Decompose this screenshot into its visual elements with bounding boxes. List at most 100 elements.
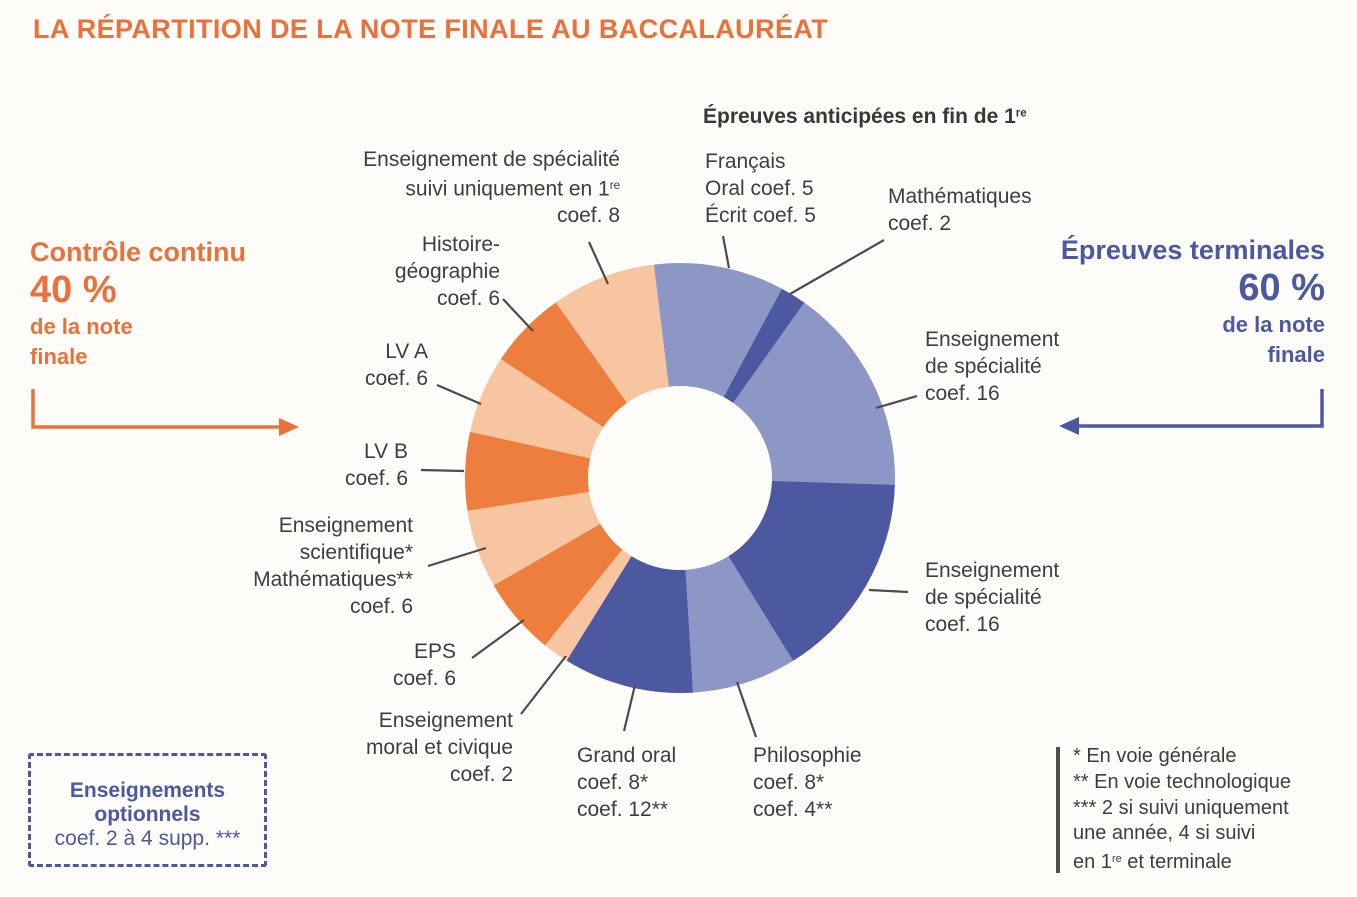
- donut-segment-lv-a: [470, 359, 604, 459]
- callout-line: coef. 2: [449, 763, 513, 786]
- callout-line: Grand oral: [577, 744, 677, 767]
- donut-segment-lv-b: [464, 431, 591, 511]
- footnote-line: *** 2 si suivi uniquement: [1073, 796, 1289, 819]
- final-exams-sub1: de la note: [1222, 312, 1325, 337]
- optional-courses-box: Enseignements optionnels coef. 2 à 4 sup…: [28, 753, 267, 867]
- final-exams-percent: 60 %: [1238, 267, 1325, 309]
- donut-segment-francais: [653, 262, 782, 397]
- callout-line: coef. 8: [556, 204, 620, 228]
- callout-line: Mathématiques: [888, 185, 1032, 208]
- optional-courses-line2: optionnels: [94, 803, 201, 826]
- callout-line: Oral coef. 5: [705, 177, 814, 200]
- donut-segment-enseignement-scientifique: [467, 492, 601, 586]
- footnote-line: en 1re et terminale: [1073, 851, 1232, 874]
- continuous-assessment-percent: 40 %: [30, 269, 117, 311]
- donut-segment-specialite-2: [728, 480, 895, 661]
- leader-line-lv-a: [436, 383, 482, 406]
- leader-line-philosophie: [735, 681, 758, 738]
- callout-lv-b: LV B coef. 6: [345, 438, 408, 492]
- callout-line: de spécialité: [925, 355, 1042, 378]
- callout-specialite-1: Enseignement de spécialité coef. 16: [925, 326, 1059, 407]
- callout-line: coef. 12**: [577, 798, 669, 821]
- callout-specialite-2: Enseignement de spécialité coef. 16: [925, 557, 1059, 638]
- callout-line: coef. 6: [436, 287, 500, 310]
- callout-line: Enseignement: [925, 559, 1060, 582]
- callout-line: Enseignement: [925, 328, 1060, 351]
- callout-francais: Français Oral coef. 5 Écrit coef. 5: [705, 148, 816, 229]
- callout-line: Enseignement de spécialité: [363, 148, 620, 171]
- callout-line: coef. 6: [344, 467, 408, 490]
- donut-segment-grand-oral: [566, 556, 694, 694]
- callout-line: Enseignement: [378, 709, 513, 732]
- callout-line: LV A: [385, 340, 428, 363]
- final-exams-arrowhead-icon: [1059, 417, 1079, 435]
- callout-line: Écrit coef. 5: [705, 204, 816, 227]
- footnotes: * En voie générale ** En voie technologi…: [1056, 744, 1291, 876]
- leader-line-eps: [471, 619, 525, 659]
- footnote-line: * En voie générale: [1073, 745, 1237, 767]
- callout-line: Français: [705, 150, 786, 173]
- final-exams-summary: Épreuves terminales 60 % de la note fina…: [1061, 234, 1325, 370]
- leader-line-specialite-2: [868, 588, 909, 594]
- leader-line-francais: [721, 235, 731, 269]
- continuous-assessment-sub2: finale: [30, 344, 88, 369]
- callout-line: coef. 6: [392, 667, 456, 690]
- donut-segment-eps: [493, 523, 623, 646]
- callout-line: moral et civique: [365, 736, 513, 759]
- leader-line-emc: [520, 655, 567, 715]
- leader-line-specialite-1: [875, 394, 918, 410]
- callout-lv-a: LV A coef. 6: [365, 338, 428, 392]
- callout-line: géographie: [394, 260, 500, 283]
- callout-grand-oral: Grand oral coef. 8* coef. 12**: [577, 742, 676, 823]
- continuous-assessment-heading: Contrôle continu: [30, 237, 246, 267]
- callout-line: Mathématiques**: [253, 568, 413, 591]
- callout-line: LV B: [364, 440, 408, 463]
- callout-philosophie: Philosophie coef. 8* coef. 4**: [753, 742, 862, 823]
- callout-specialite-premiere: Enseignement de spécialité suivi uniqueme…: [363, 146, 620, 229]
- callout-line: coef. 6: [364, 367, 428, 390]
- leader-line-specialite-premiere: [587, 241, 610, 285]
- final-exams-sub2: finale: [1267, 342, 1325, 367]
- callout-line: de spécialité: [925, 586, 1042, 609]
- footnote-bar: [1056, 747, 1060, 873]
- callout-line: coef. 2: [888, 212, 952, 235]
- donut-segment-emc: [545, 549, 632, 661]
- donut-segment-philosophie: [685, 556, 793, 693]
- donut-segment-specialite-premiere: [555, 264, 669, 403]
- callout-emc: Enseignement moral et civique coef. 2: [366, 707, 513, 788]
- footnote-line: une année, 4 si suivi: [1073, 822, 1256, 845]
- callout-line: coef. 8*: [577, 771, 649, 794]
- donut-segment-histoire-geographie: [500, 302, 627, 428]
- callout-line: EPS: [413, 640, 456, 663]
- callout-line: Philosophie: [753, 744, 862, 767]
- callout-line: scientifique*: [299, 541, 413, 564]
- callout-enseignement-scientifique: Enseignement scientifique* Mathématiques**…: [253, 512, 413, 620]
- footnote-line: ** En voie technologique: [1073, 770, 1291, 793]
- leader-line-lv-b: [420, 468, 465, 473]
- optional-courses-line3: coef. 2 à 4 supp. ***: [54, 827, 241, 850]
- callout-line: coef. 4**: [753, 798, 833, 821]
- optional-courses-line1: Enseignements: [69, 779, 226, 802]
- final-exams-heading: Épreuves terminales: [1060, 235, 1325, 265]
- anticipated-exams-header: Épreuves anticipées en fin de 1re: [703, 105, 1027, 128]
- donut-segment-mathematiques: [723, 288, 805, 403]
- callout-line: suivi uniquement en 1re: [405, 177, 620, 201]
- callout-line: Enseignement: [278, 514, 413, 537]
- continuous-assessment-sub1: de la note: [30, 314, 133, 339]
- callout-eps: EPS coef. 6: [393, 638, 456, 692]
- leader-line-enseignement-scientifique: [427, 546, 487, 568]
- callout-histoire-geographie: Histoire-géographie coef. 6: [395, 231, 500, 312]
- callout-line: coef. 16: [925, 613, 1000, 636]
- callout-line: coef. 8*: [753, 771, 825, 794]
- donut-segment-specialite-1: [733, 302, 895, 485]
- leader-line-grand-oral: [622, 684, 637, 732]
- callout-mathematiques: Mathématiques coef. 2: [888, 183, 1032, 237]
- callout-line: Histoire-: [421, 233, 500, 256]
- continuous-assessment-arrowhead-icon: [279, 418, 299, 436]
- continuous-assessment-summary: Contrôle continu 40 % de la note finale: [30, 236, 246, 372]
- callout-line: coef. 16: [925, 382, 1000, 405]
- footnote-lines: * En voie générale ** En voie technologi…: [1073, 744, 1291, 876]
- leader-line-histoire-geographie: [502, 298, 534, 332]
- callout-line: coef. 6: [349, 595, 413, 618]
